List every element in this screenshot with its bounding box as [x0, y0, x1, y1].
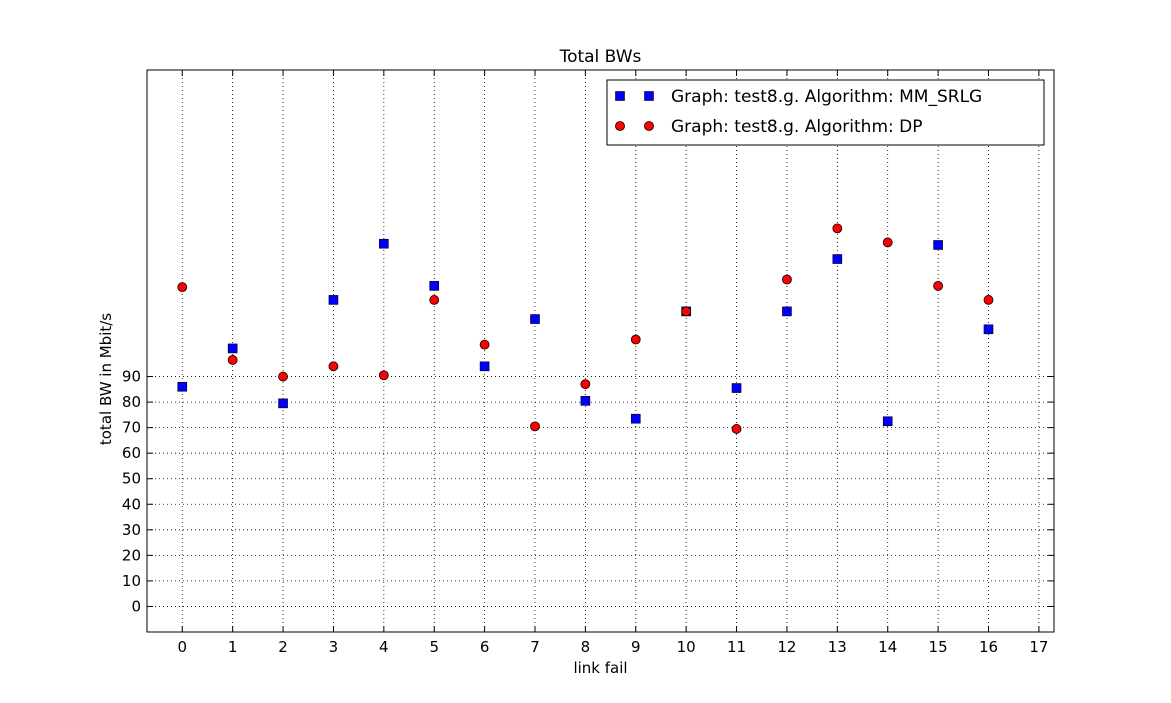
- data-point: [580, 396, 591, 406]
- data-point: [782, 274, 792, 285]
- data-point: [681, 306, 692, 317]
- axis-ticks: [147, 70, 1054, 632]
- data-point: [227, 343, 238, 354]
- data-point: [882, 416, 893, 427]
- data-point: [429, 295, 440, 305]
- x-tick-label: 12: [777, 638, 796, 656]
- data-point: [278, 371, 288, 382]
- legend-marker: [644, 121, 654, 131]
- data-points: [177, 223, 994, 434]
- data-point: [933, 240, 943, 250]
- x-tick-label: 14: [878, 638, 897, 656]
- data-point: [983, 324, 994, 335]
- legend-box: [606, 79, 1045, 146]
- data-point: [429, 281, 440, 291]
- series-dp: [177, 223, 994, 434]
- data-point: [328, 361, 339, 372]
- data-point: [479, 339, 490, 350]
- x-tick-label: 3: [329, 638, 339, 656]
- data-point: [630, 334, 641, 345]
- data-point: [832, 223, 843, 234]
- x-tick-label: 2: [278, 638, 288, 656]
- data-point: [177, 282, 188, 293]
- x-tick-label: 4: [379, 638, 389, 656]
- data-point: [782, 306, 792, 317]
- y-tick-label: 60: [122, 444, 141, 462]
- x-tick-label: 15: [929, 638, 948, 656]
- x-tick-label: 5: [429, 638, 439, 656]
- data-point: [580, 379, 591, 390]
- legend-marker: [615, 91, 625, 101]
- data-point: [933, 280, 944, 291]
- x-tick-label: 9: [631, 638, 641, 656]
- y-tick-label: 80: [122, 393, 141, 411]
- data-point: [177, 381, 188, 392]
- data-point: [278, 398, 288, 409]
- legend: Graph: test8.g. Algorithm: MM_SRLG Graph:…: [606, 79, 1045, 146]
- legend-marker: [644, 91, 654, 101]
- legend-entry: Graph: test8.g. Algorithm: MM_SRLG: [615, 87, 982, 107]
- x-tick-label: 17: [1029, 638, 1048, 656]
- x-tick-label: 13: [828, 638, 847, 656]
- y-tick-label: 20: [122, 546, 141, 564]
- x-tick-label: 10: [677, 638, 696, 656]
- data-point: [882, 237, 893, 248]
- x-tick-label: 11: [727, 638, 746, 656]
- data-point: [731, 424, 742, 434]
- y-tick-label: 0: [131, 597, 141, 615]
- legend-marker: [615, 121, 625, 131]
- x-tick-label: 7: [530, 638, 540, 656]
- y-tick-label: 30: [122, 521, 141, 539]
- data-point: [983, 295, 994, 305]
- legend-entries: Graph: test8.g. Algorithm: MM_SRLG Graph:…: [615, 87, 982, 137]
- plot-frame: [146, 69, 1055, 633]
- data-point: [227, 355, 238, 365]
- y-tick-label: 40: [122, 495, 141, 513]
- legend-label: Graph: test8.g. Algorithm: DP: [671, 117, 922, 137]
- x-axis-label: link fail: [573, 659, 627, 677]
- grid: [147, 70, 1054, 632]
- chart-title: Total BWs: [559, 47, 642, 67]
- data-point: [530, 314, 540, 324]
- legend-label: Graph: test8.g. Algorithm: MM_SRLG: [671, 87, 982, 107]
- x-tick-label: 8: [581, 638, 591, 656]
- y-axis-label: total BW in Mbit/s: [97, 313, 115, 445]
- x-tick-label: 6: [480, 638, 490, 656]
- data-point: [832, 254, 843, 264]
- data-point: [379, 238, 389, 249]
- x-tick-label: 16: [979, 638, 998, 656]
- y-tick-label: 90: [122, 368, 141, 386]
- data-point: [479, 361, 490, 372]
- data-point: [328, 295, 339, 305]
- data-point: [731, 383, 742, 393]
- x-tick-label: 0: [177, 638, 187, 656]
- legend-entry: Graph: test8.g. Algorithm: DP: [615, 117, 922, 137]
- y-tick-label: 70: [122, 419, 141, 437]
- x-tick-label: 1: [228, 638, 238, 656]
- y-tick-labels: 0 10 20 30 40 50 60 70 80 90: [122, 368, 141, 616]
- y-tick-label: 50: [122, 470, 141, 488]
- data-point: [378, 370, 389, 381]
- data-point: [530, 421, 540, 432]
- x-tick-labels: 0 1 2 3 4 5 6 7 8 9 10 11 12 13 14 15 16 17: [177, 638, 1048, 656]
- y-tick-label: 10: [122, 572, 141, 590]
- data-point: [630, 413, 641, 424]
